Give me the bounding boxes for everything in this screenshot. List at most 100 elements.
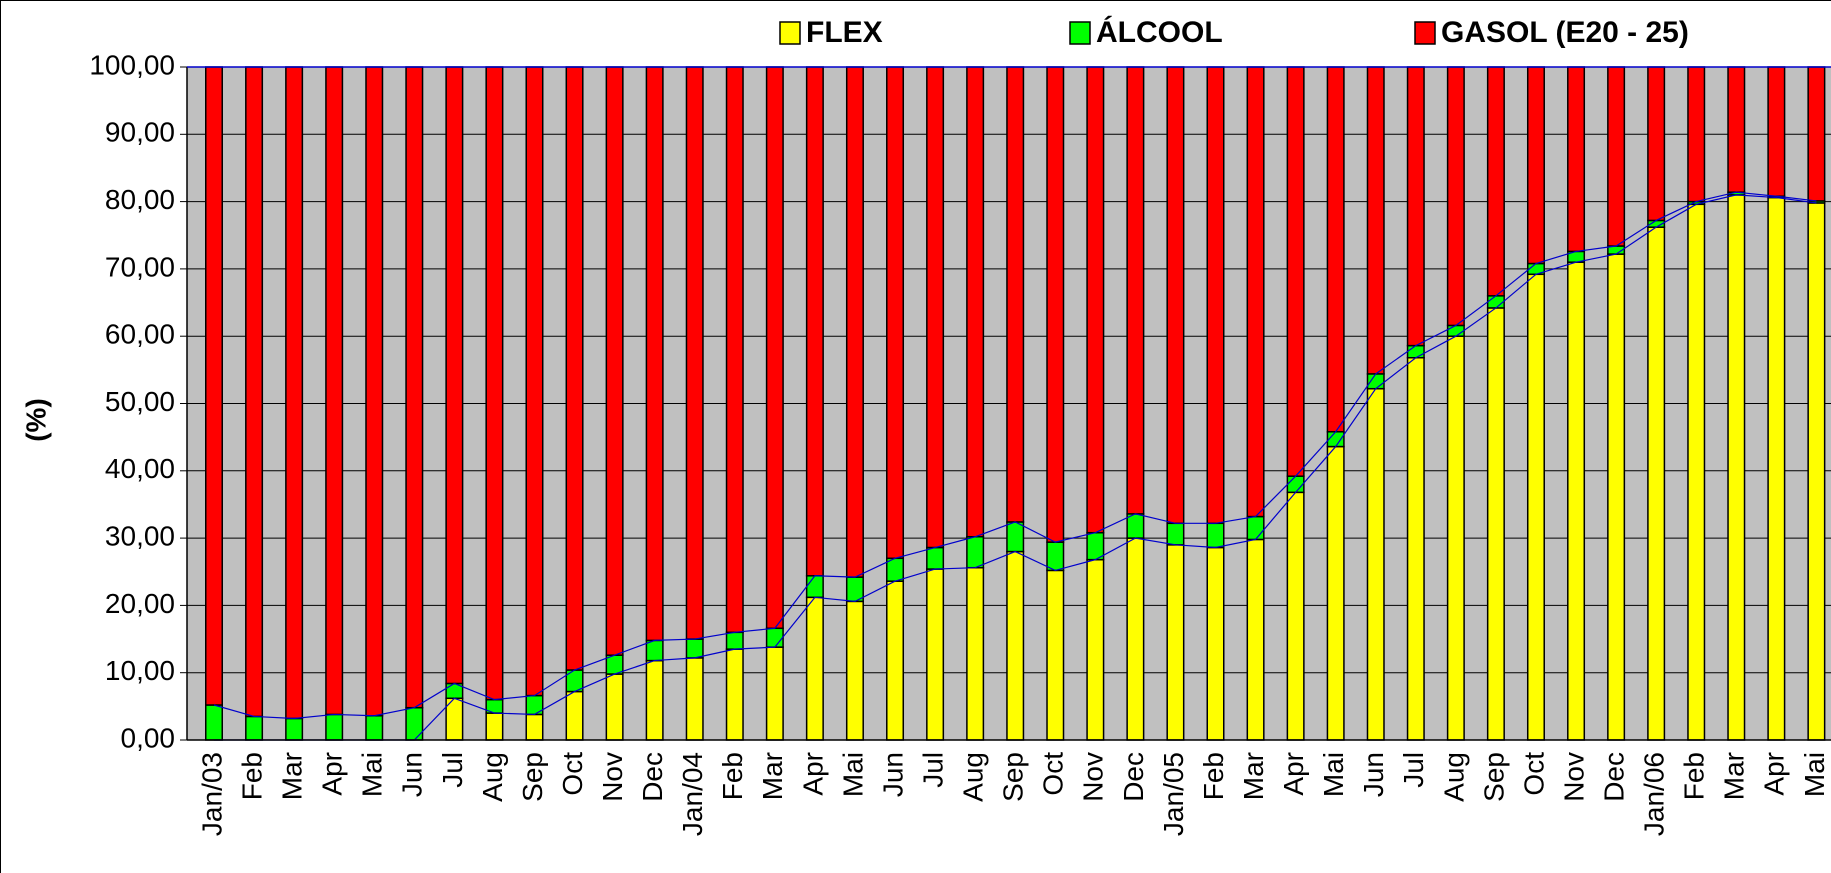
bar-segment — [1607, 66, 1626, 247]
bar-segment — [1126, 537, 1145, 741]
y-tick-label: 70,00 — [105, 251, 175, 282]
bar-segment — [1687, 203, 1706, 741]
x-tick-label: Dec — [637, 752, 668, 802]
bar-segment — [405, 66, 424, 709]
bar-segment — [645, 66, 664, 642]
bar-segment — [1727, 66, 1746, 193]
x-tick-label: Jul — [917, 752, 948, 788]
bar-segment — [685, 638, 704, 659]
y-tick-label: 0,00 — [121, 722, 176, 753]
x-tick-label: Mai — [837, 752, 868, 797]
bar-segment — [285, 66, 304, 720]
y-tick-label: 20,00 — [105, 588, 175, 619]
bar-segment — [1246, 538, 1265, 741]
bar-segment — [1286, 66, 1305, 477]
x-tick-label: Apr — [1278, 752, 1309, 796]
x-tick-label: Nov — [1078, 752, 1109, 802]
bar-segment — [725, 648, 744, 741]
bar-segment — [365, 715, 384, 741]
x-tick-label: Jun — [877, 752, 908, 797]
y-axis-label: (%) — [20, 398, 51, 442]
legend-swatch — [779, 21, 801, 45]
x-tick-label: Jan/03 — [196, 752, 227, 836]
x-tick-label: Oct — [557, 752, 588, 796]
x-tick-label: Apr — [317, 752, 348, 796]
x-tick-label: Jul — [437, 752, 468, 788]
bar-segment — [805, 596, 824, 741]
bar-segment — [1286, 475, 1305, 494]
bar-segment — [1446, 66, 1465, 327]
bar-segment — [1767, 196, 1786, 741]
bar-segment — [1206, 522, 1225, 549]
bar-segment — [1166, 522, 1185, 546]
x-tick-label: Mai — [1318, 752, 1349, 797]
x-tick-label: Jan/05 — [1158, 752, 1189, 836]
bar-segment — [886, 580, 905, 741]
x-tick-label: Mar — [1719, 752, 1750, 800]
bar-segment — [1486, 307, 1505, 741]
bar-segment — [1567, 66, 1586, 253]
bar-segment — [1046, 66, 1065, 543]
bar-segment — [1206, 66, 1225, 525]
bar-segment — [325, 713, 344, 741]
bar-segment — [926, 568, 945, 741]
x-tick-label: Mar — [757, 752, 788, 800]
bar-segment — [1486, 66, 1505, 297]
x-tick-label: Mar — [277, 752, 308, 800]
bar-segment — [1006, 521, 1025, 553]
bar-segment — [805, 66, 824, 577]
bar-segment — [285, 717, 304, 741]
x-tick-label: Nov — [597, 752, 628, 802]
bar-segment — [886, 66, 905, 560]
bar-segment — [1166, 544, 1185, 741]
y-tick-label: 100,00 — [89, 49, 175, 80]
bar-segment — [1166, 66, 1185, 525]
bar-segment — [485, 66, 504, 701]
bar-segment — [1406, 356, 1425, 741]
bar-segment — [205, 66, 223, 706]
bar-segment — [1086, 531, 1105, 561]
bar-segment — [1446, 335, 1465, 741]
bar-segment — [805, 575, 824, 599]
bar-segment — [565, 690, 584, 741]
bar-segment — [245, 715, 264, 741]
bar-segment — [725, 66, 744, 634]
bar-segment — [1607, 253, 1626, 741]
bar-segment — [1046, 569, 1065, 741]
bar-segment — [1246, 66, 1265, 518]
x-tick-label: Dec — [1118, 752, 1149, 802]
bar-segment — [1086, 558, 1105, 741]
bar-segment — [1326, 445, 1345, 741]
x-tick-label: Dec — [1598, 752, 1629, 802]
y-tick-label: 60,00 — [105, 319, 175, 350]
x-tick-label: Mai — [1799, 752, 1830, 797]
x-tick-label: Jun — [1358, 752, 1389, 797]
bar-segment — [1326, 66, 1345, 433]
x-tick-label: Oct — [1518, 752, 1549, 796]
bar-segment — [605, 673, 624, 741]
y-tick-label: 30,00 — [105, 520, 175, 551]
x-tick-label: Sep — [998, 752, 1029, 802]
x-tick-label: Aug — [477, 752, 508, 802]
y-tick-label: 50,00 — [105, 386, 175, 417]
bar-segment — [765, 627, 784, 648]
bar-segment — [1006, 66, 1025, 523]
x-tick-label: Jan/04 — [677, 752, 708, 836]
x-tick-label: Mai — [357, 752, 388, 797]
x-tick-label: Feb — [1198, 752, 1229, 800]
series-line — [213, 191, 1817, 720]
bar-segment — [685, 66, 704, 640]
bar-segment — [886, 557, 905, 582]
bar-segment — [525, 66, 544, 697]
bar-segment — [645, 659, 664, 741]
bar-segment — [926, 66, 945, 549]
series-line — [214, 194, 1817, 741]
bar-segment — [1366, 387, 1385, 741]
bar-segment — [1406, 66, 1425, 347]
x-tick-label: Feb — [717, 752, 748, 800]
bar-segment — [1526, 66, 1545, 265]
x-tick-label: Aug — [958, 752, 989, 802]
legend-swatch — [1069, 21, 1091, 45]
legend-label: FLEX — [806, 16, 883, 49]
